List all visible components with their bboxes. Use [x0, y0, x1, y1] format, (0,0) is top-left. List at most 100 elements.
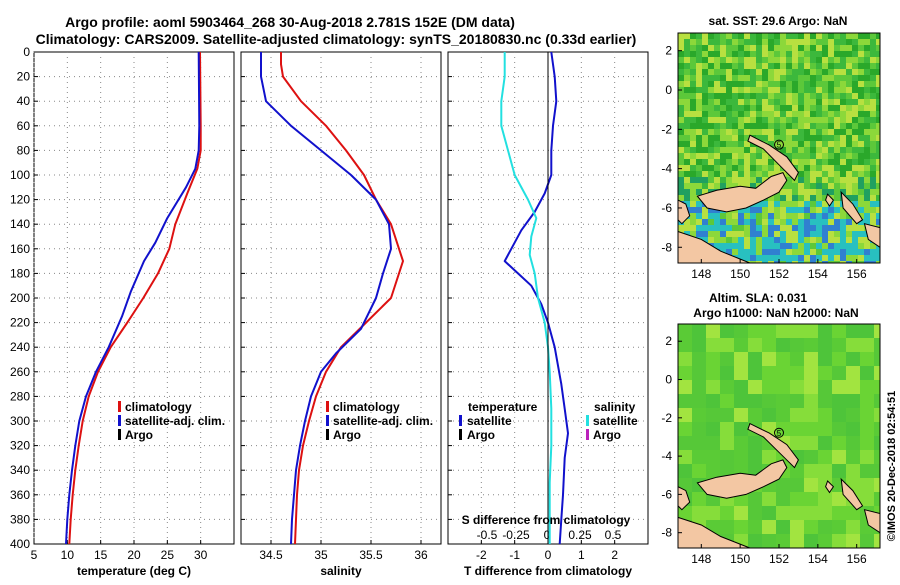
map-cell — [714, 165, 720, 171]
map-cell — [786, 69, 792, 75]
temp-legend: climatology satellite-adj. clim. Argo — [118, 400, 225, 442]
map-cell — [720, 39, 726, 45]
map-cell — [840, 153, 846, 159]
map-cell — [720, 33, 726, 39]
map-cell — [696, 111, 702, 117]
map-cell — [696, 225, 702, 231]
map-cell — [804, 207, 810, 213]
map-cell — [828, 249, 834, 255]
map-cell — [756, 39, 762, 45]
map-cell — [864, 75, 870, 81]
legend-label-satellite: satellite-adj. clim. — [333, 414, 433, 428]
map-cell — [864, 99, 870, 105]
map-cell — [726, 225, 732, 231]
map-cell — [840, 237, 846, 243]
map-cell — [684, 183, 690, 189]
map-cell — [732, 171, 738, 177]
map-cell — [804, 45, 810, 51]
map-cell — [702, 219, 708, 225]
map-cell — [702, 237, 708, 243]
map-cell — [762, 159, 768, 165]
map-cell — [834, 195, 840, 201]
map-cell — [852, 201, 858, 207]
map-cell — [822, 153, 828, 159]
map-cell — [750, 123, 756, 129]
map-cell — [690, 117, 696, 123]
map-cell — [840, 81, 846, 87]
map-cell — [798, 261, 804, 263]
legend-label-s-argo: Argo — [593, 428, 621, 442]
map-cell — [750, 129, 756, 135]
map-cell — [876, 219, 880, 225]
map-cell — [852, 39, 858, 45]
legend-swatch-t-satellite — [459, 415, 462, 426]
map-cell — [714, 45, 720, 51]
land-mass — [696, 459, 788, 499]
map-cell — [732, 69, 738, 75]
map-cell — [678, 129, 684, 135]
map-cell — [834, 243, 840, 249]
lat-tick-label: -6 — [661, 487, 672, 501]
map-cell — [678, 81, 684, 87]
map-cell — [822, 45, 828, 51]
map-cell — [768, 195, 774, 201]
map-cell — [846, 51, 852, 57]
map-cell — [702, 51, 708, 57]
diff-legend: temperature satellite Argo salinity sate… — [459, 400, 638, 442]
map-cell — [798, 255, 804, 261]
map-cell — [708, 57, 714, 63]
land-mass — [825, 480, 835, 494]
map-cell — [738, 123, 744, 129]
map-cell — [790, 394, 804, 408]
map-cell — [816, 249, 822, 255]
map-cell — [768, 129, 774, 135]
map-cell — [858, 237, 864, 243]
map-cell — [876, 69, 880, 75]
map-cell — [756, 213, 762, 219]
map-cell — [744, 33, 750, 39]
map-cell — [776, 338, 790, 352]
map-cell — [846, 324, 860, 338]
map-cell — [690, 87, 696, 93]
map-cell — [696, 153, 702, 159]
map-cell — [774, 99, 780, 105]
map-cell — [690, 141, 696, 147]
map-cell — [876, 75, 880, 81]
map-cell — [876, 87, 880, 93]
map-cell — [692, 492, 706, 506]
map-cell — [708, 123, 714, 129]
map-cell — [876, 177, 880, 183]
map-cell — [732, 105, 738, 111]
map-cell — [870, 171, 876, 177]
x-tick-label: 15 — [94, 548, 108, 562]
map-cell — [774, 69, 780, 75]
map-cell — [818, 534, 832, 548]
map-cell — [822, 261, 828, 263]
map-cell — [690, 147, 696, 153]
map-cell — [858, 213, 864, 219]
legend-swatch-argo — [326, 429, 329, 440]
map-cell — [818, 422, 832, 436]
map-cell — [832, 422, 846, 436]
map-cell — [804, 492, 818, 506]
map-cell — [720, 81, 726, 87]
map-cell — [804, 195, 810, 201]
map-cell — [822, 81, 828, 87]
map-cell — [706, 408, 720, 422]
map-cell — [774, 201, 780, 207]
map-cell — [840, 177, 846, 183]
map-cell — [768, 63, 774, 69]
map-cell — [792, 111, 798, 117]
map-cell — [840, 93, 846, 99]
map-cell — [834, 105, 840, 111]
map-cell — [846, 69, 852, 75]
map-cell — [798, 105, 804, 111]
map-cell — [678, 189, 684, 195]
map-cell — [822, 249, 828, 255]
map-cell — [786, 45, 792, 51]
map-cell — [714, 57, 720, 63]
footer-credit: ©IMOS 20-Dec-2018 02:54:51 — [886, 391, 898, 542]
map-cell — [858, 183, 864, 189]
map-cell — [846, 464, 860, 478]
map-cell — [846, 123, 852, 129]
